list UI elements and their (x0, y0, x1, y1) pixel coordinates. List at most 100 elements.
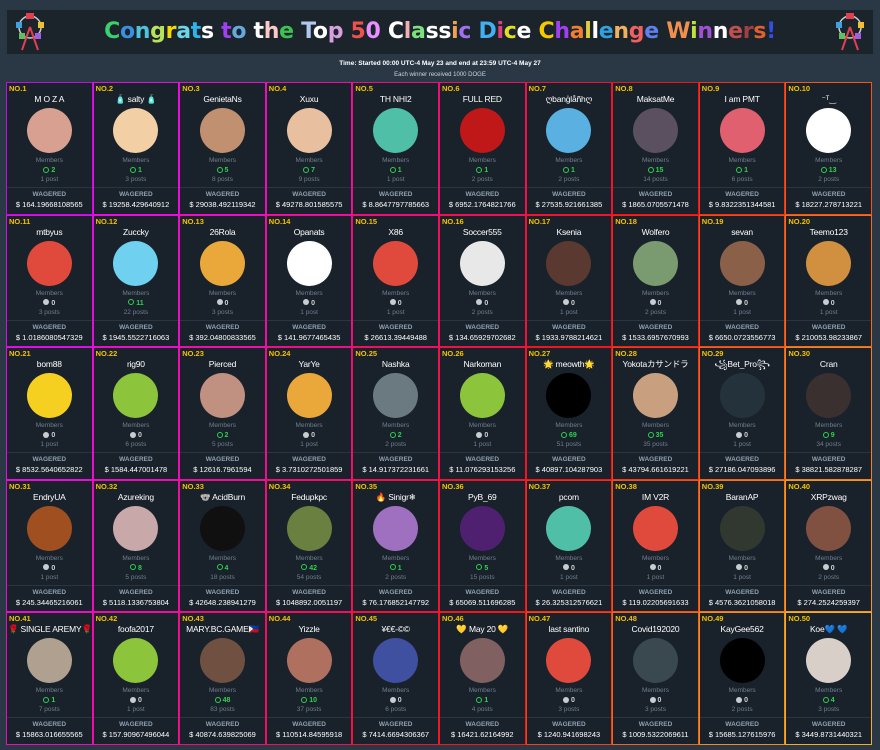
username[interactable]: foofa2017 (117, 624, 154, 635)
username[interactable]: IM V2R (641, 491, 670, 502)
username[interactable]: ⁻ᵀ‿ (821, 94, 836, 104)
winner-card[interactable]: NO.39 BaranAP Members 0 1 post WAGERED $… (698, 479, 786, 613)
username[interactable]: Narkoman (463, 359, 502, 370)
avatar[interactable] (113, 505, 159, 551)
winner-card[interactable]: NO.10 ⁻ᵀ‿ Members 13 2 posts WAGERED $ 1… (785, 82, 872, 215)
username[interactable]: Teemo123 (809, 226, 848, 237)
avatar[interactable] (199, 505, 245, 551)
winner-card[interactable]: NO.26 Narkoman Members 0 1 post WAGERED … (438, 347, 526, 480)
avatar[interactable] (373, 373, 419, 419)
username[interactable]: FULL RED (462, 94, 502, 104)
avatar[interactable] (632, 373, 678, 419)
username[interactable]: last santino (548, 624, 590, 635)
username[interactable]: TH NHI2 (379, 94, 412, 104)
username[interactable]: Covid192020 (631, 624, 680, 635)
avatar[interactable] (113, 108, 159, 153)
winner-card[interactable]: NO.43 MARY.BC.GAME🇵🇭 Members 48 83 posts… (179, 612, 266, 745)
avatar[interactable] (806, 240, 852, 286)
winner-card[interactable]: NO.23 Pierced Members 2 5 posts WAGERED … (179, 347, 266, 480)
username[interactable]: YarYe (298, 359, 320, 370)
winner-card[interactable]: NO.50 Koe💙 💙 Members 4 3 posts WAGERED $… (785, 612, 872, 745)
winner-card[interactable]: NO.2 🧴 salty 🧴 Members 1 3 posts WAGERED… (92, 82, 180, 215)
avatar[interactable] (546, 240, 592, 286)
avatar[interactable] (113, 240, 159, 286)
winner-card[interactable]: NO.5 TH NHI2 Members 1 1 post WAGERED $ … (352, 82, 439, 215)
username[interactable]: MaksatMe (636, 94, 675, 104)
avatar[interactable] (199, 240, 245, 286)
winner-card[interactable]: NO.47 last santino Members 0 3 posts WAG… (525, 612, 613, 745)
username[interactable]: 🌟 meowth🌟 (543, 359, 595, 370)
username[interactable]: Yizzle (298, 624, 320, 635)
winner-card[interactable]: NO.6 FULL RED Members 1 2 posts WAGERED … (438, 82, 526, 215)
winner-card[interactable]: NO.14 Opanats Members 0 1 post WAGERED $… (265, 214, 353, 348)
winner-card[interactable]: NO.42 foofa2017 Members 0 1 post WAGERED… (92, 612, 180, 745)
avatar[interactable] (632, 505, 678, 551)
avatar[interactable] (632, 108, 678, 153)
username[interactable]: 🐨 AcidBurn (200, 491, 245, 502)
winner-card[interactable]: NO.28 Yokotaカサンドラ Members 35 35 posts WA… (612, 347, 699, 480)
avatar[interactable] (286, 240, 332, 286)
username[interactable]: GenietaNs (203, 94, 242, 104)
username[interactable]: Nashka (381, 359, 410, 370)
username[interactable]: 🌹 SINGLE AREMY🌹 (8, 624, 92, 635)
winner-card[interactable]: NO.11 mtbyus Members 0 3 posts WAGERED $… (6, 214, 93, 348)
username[interactable]: mtbyus (36, 226, 63, 237)
username[interactable]: Opanats (293, 226, 325, 237)
winner-card[interactable]: NO.30 Cran Members 9 34 posts WAGERED $ … (785, 347, 872, 480)
winner-card[interactable]: NO.13 26Rola Members 0 3 posts WAGERED $… (179, 214, 266, 348)
avatar[interactable] (719, 108, 765, 153)
winner-card[interactable]: NO.38 IM V2R Members 0 1 post WAGERED $ … (612, 479, 699, 613)
winner-card[interactable]: NO.41 🌹 SINGLE AREMY🌹 Members 1 7 posts … (6, 612, 93, 745)
winner-card[interactable]: NO.33 🐨 AcidBurn Members 4 18 posts WAGE… (179, 479, 266, 613)
avatar[interactable] (459, 638, 505, 684)
username[interactable]: PyB_69 (468, 491, 497, 502)
avatar[interactable] (459, 505, 505, 551)
winner-card[interactable]: NO.29 ꧁Bet_Pro꧂ Members 0 1 post WAGERED… (698, 347, 786, 480)
winner-card[interactable]: NO.44 Yizzle Members 10 37 posts WAGERED… (265, 612, 353, 745)
winner-card[interactable]: NO.31 EndryUA Members 0 1 post WAGERED $… (6, 479, 93, 613)
username[interactable]: Xuxu (299, 94, 319, 104)
winner-card[interactable]: NO.1 M O Z A Members 2 1 post WAGERED $ … (6, 82, 93, 215)
username[interactable]: Koe💙 💙 (809, 624, 848, 635)
avatar[interactable] (806, 505, 852, 551)
username[interactable]: XRPzwag (810, 491, 847, 502)
username[interactable]: Yokotaカサンドラ (622, 359, 689, 370)
avatar[interactable] (286, 638, 332, 684)
avatar[interactable] (26, 108, 72, 153)
winner-card[interactable]: NO.48 Covid192020 Members 0 3 posts WAGE… (612, 612, 699, 745)
avatar[interactable] (806, 373, 852, 419)
winner-card[interactable]: NO.7 ღbanģlåñhღ Members 1 2 posts WAGERE… (525, 82, 613, 215)
username[interactable]: KayGee562 (720, 624, 764, 635)
avatar[interactable] (719, 505, 765, 551)
avatar[interactable] (719, 240, 765, 286)
winner-card[interactable]: NO.17 Ksenia Members 0 1 post WAGERED $ … (525, 214, 613, 348)
avatar[interactable] (806, 638, 852, 684)
username[interactable]: BaranAP (725, 491, 759, 502)
avatar[interactable] (373, 638, 419, 684)
avatar[interactable] (26, 240, 72, 286)
winner-card[interactable]: NO.12 Zuccky Members 11 22 posts WAGERED… (92, 214, 180, 348)
avatar[interactable] (459, 240, 505, 286)
winner-card[interactable]: NO.15 X86 Members 0 1 post WAGERED $ 266… (352, 214, 439, 348)
avatar[interactable] (26, 505, 72, 551)
avatar[interactable] (199, 373, 245, 419)
winner-card[interactable]: NO.49 KayGee562 Members 0 2 posts WAGERE… (698, 612, 786, 745)
avatar[interactable] (546, 373, 592, 419)
winner-card[interactable]: NO.19 sevan Members 0 1 post WAGERED $ 6… (698, 214, 786, 348)
username[interactable]: bom88 (36, 359, 62, 370)
avatar[interactable] (199, 638, 245, 684)
username[interactable]: rig90 (126, 359, 145, 370)
avatar[interactable] (719, 638, 765, 684)
username[interactable]: pcom (558, 491, 579, 502)
avatar[interactable] (806, 108, 852, 153)
avatar[interactable] (459, 108, 505, 153)
avatar[interactable] (113, 638, 159, 684)
avatar[interactable] (373, 505, 419, 551)
username[interactable]: 26Rola (209, 226, 236, 237)
avatar[interactable] (632, 240, 678, 286)
avatar[interactable] (632, 638, 678, 684)
winner-card[interactable]: NO.46 💛 May 20 💛 Members 1 4 posts WAGER… (438, 612, 526, 745)
username[interactable]: X86 (388, 226, 403, 237)
winner-card[interactable]: NO.37 pcom Members 0 1 post WAGERED $ 26… (525, 479, 613, 613)
winner-card[interactable]: NO.25 Nashka Members 2 2 posts WAGERED $… (352, 347, 439, 480)
